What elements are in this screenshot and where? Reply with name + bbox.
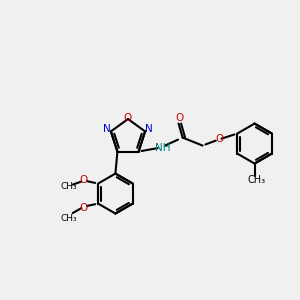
Text: CH₃: CH₃ xyxy=(61,214,77,223)
Text: O: O xyxy=(79,202,87,213)
Text: O: O xyxy=(79,175,87,184)
Text: CH₃: CH₃ xyxy=(248,175,266,184)
Text: O: O xyxy=(215,134,224,144)
Text: CH₃: CH₃ xyxy=(61,182,77,191)
Text: N: N xyxy=(103,124,111,134)
Text: O: O xyxy=(124,113,132,123)
Text: NH: NH xyxy=(155,142,170,153)
Text: O: O xyxy=(176,112,184,123)
Text: N: N xyxy=(145,124,153,134)
